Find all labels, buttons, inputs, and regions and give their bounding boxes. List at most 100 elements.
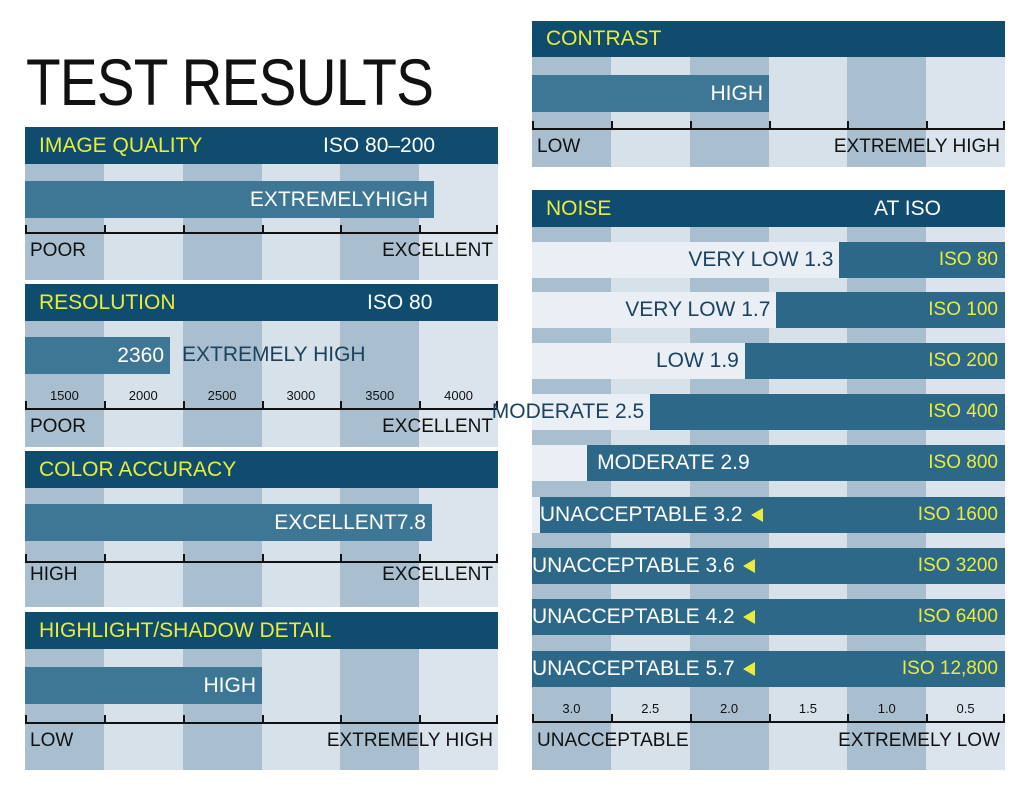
chart-5-category-label: ISO 80 bbox=[938, 249, 998, 270]
chart-3-axis-tick bbox=[340, 715, 343, 723]
chart-5-axis-tick bbox=[689, 714, 692, 722]
chart-3-header: HIGHLIGHT/SHADOW DETAIL bbox=[25, 612, 498, 649]
chart-0-axis-tick bbox=[340, 225, 343, 233]
chart-5-data-label: UNACCEPTABLE 3.6 bbox=[532, 554, 735, 577]
chart-2-scale-low: HIGH bbox=[30, 564, 78, 585]
chart-5-category-label: ISO 12,800 bbox=[901, 658, 998, 679]
chart-4-axis-tick bbox=[847, 121, 850, 129]
chart-3-axis-tick bbox=[419, 715, 422, 723]
chart-0-note: ISO 80–200 bbox=[323, 133, 436, 157]
chart-5-bar: ISO 200 bbox=[744, 343, 1005, 379]
chart-1-header: RESOLUTION ISO 80 bbox=[25, 284, 498, 321]
chart-0-axis-tick bbox=[25, 225, 27, 233]
chart-1-scale-high: EXCELLENT bbox=[382, 416, 493, 437]
chart-4-stripe bbox=[689, 57, 769, 167]
chart-4-scale-high: EXTREMELY HIGH bbox=[833, 136, 1000, 157]
chart-5-scale-low: UNACCEPTABLE bbox=[537, 730, 689, 751]
chart-5-data-label: MODERATE 2.5 bbox=[491, 400, 645, 423]
chart-2-axis-tick bbox=[261, 554, 264, 562]
chart-1-stripe bbox=[182, 321, 262, 447]
chart-3-axis-tick bbox=[103, 715, 106, 723]
chart-1-stripe bbox=[340, 321, 420, 447]
chart-5-category-label: ISO 400 bbox=[928, 401, 998, 422]
left-arrow-icon bbox=[742, 610, 755, 624]
chart-5-data-label: UNACCEPTABLE 3.2 bbox=[539, 503, 743, 526]
chart-0-scale-low: POOR bbox=[30, 240, 86, 261]
chart-5-title: NOISE bbox=[546, 196, 612, 220]
chart-3-value-bar: HIGH bbox=[25, 667, 262, 704]
chart-1-axis-tick bbox=[25, 401, 27, 409]
chart-1-note: ISO 80 bbox=[367, 290, 433, 314]
chart-1-tick-label: 3500 bbox=[365, 388, 395, 403]
chart-2-header: COLOR ACCURACY bbox=[25, 451, 498, 488]
chart-5-axis-tick bbox=[926, 714, 929, 722]
chart-4-axis-tick bbox=[689, 121, 692, 129]
chart-0-axis-tick bbox=[103, 225, 106, 233]
chart-5-data-label: UNACCEPTABLE 5.7 bbox=[532, 657, 735, 680]
chart-5-axis-tick bbox=[532, 714, 534, 722]
chart-5-bar: MODERATE 2.9 ISO 800 bbox=[587, 445, 1005, 481]
chart-2-scale-high: EXCELLENT bbox=[382, 564, 493, 585]
chart-5-scale-high: EXTREMELY LOW bbox=[838, 730, 1000, 751]
chart-5-axis-tick bbox=[847, 714, 850, 722]
chart-5-axis-tick bbox=[610, 714, 613, 722]
chart-3-axis-tick bbox=[25, 715, 27, 723]
chart-4-stripe bbox=[847, 57, 927, 167]
chart-5-bar: ISO 100 bbox=[776, 292, 1005, 328]
chart-5-category-label: ISO 100 bbox=[928, 299, 998, 320]
chart-1-axis-tick bbox=[496, 401, 498, 409]
chart-4-stripe bbox=[610, 57, 690, 167]
chart-0-title: IMAGE QUALITY bbox=[39, 133, 203, 157]
chart-1-tick-label: 4000 bbox=[444, 388, 474, 403]
chart-2-title: COLOR ACCURACY bbox=[39, 457, 237, 481]
chart-5-data-label: MODERATE 2.9 bbox=[597, 451, 750, 474]
chart-4-axis-tick bbox=[768, 121, 771, 129]
chart-1-value-bar: 2360 bbox=[25, 337, 170, 374]
chart-1-stripe bbox=[261, 321, 341, 447]
chart-4-stripe bbox=[926, 57, 1006, 167]
chart-2-axis-tick bbox=[182, 554, 185, 562]
chart-2-axis-tick bbox=[25, 554, 27, 562]
chart-5-bar: UNACCEPTABLE 4.2 ISO 6400 bbox=[532, 599, 1005, 635]
chart-5-note: AT ISO bbox=[874, 196, 941, 220]
chart-5-category-label: ISO 1600 bbox=[917, 504, 998, 525]
chart-1-axis-tick bbox=[261, 401, 264, 409]
left-arrow-icon bbox=[750, 508, 763, 522]
left-arrow-icon bbox=[742, 662, 755, 676]
chart-0-axis-tick bbox=[419, 225, 422, 233]
chart-5-category-label: ISO 800 bbox=[928, 452, 998, 473]
chart-1-axis-tick bbox=[419, 401, 422, 409]
chart-5-tick-label: 3.0 bbox=[562, 701, 581, 716]
chart-4-axis-tick bbox=[532, 121, 534, 129]
chart-3-stripe bbox=[340, 649, 420, 770]
chart-5-bar: ISO 80 bbox=[839, 242, 1005, 278]
chart-5-bar: UNACCEPTABLE 3.6 ISO 3200 bbox=[532, 548, 1005, 584]
chart-5-data-label: VERY LOW 1.3 bbox=[688, 248, 834, 271]
left-arrow-icon bbox=[742, 559, 755, 573]
chart-2-axis-tick bbox=[496, 554, 498, 562]
chart-5-data-label: LOW 1.9 bbox=[655, 349, 739, 372]
chart-0-header: IMAGE QUALITY ISO 80–200 bbox=[25, 127, 498, 164]
chart-1-axis-tick bbox=[103, 401, 106, 409]
chart-3-stripe bbox=[419, 649, 499, 770]
chart-5-tick-label: 1.5 bbox=[798, 701, 817, 716]
chart-4-scale-low: LOW bbox=[537, 136, 581, 157]
chart-4-stripe bbox=[768, 57, 848, 167]
chart-3-title: HIGHLIGHT/SHADOW DETAIL bbox=[39, 618, 332, 642]
chart-1-axis-tick bbox=[182, 401, 185, 409]
chart-5-data-label: VERY LOW 1.7 bbox=[625, 298, 771, 321]
chart-5-tick-label: 1.0 bbox=[877, 701, 896, 716]
chart-2-axis-tick bbox=[340, 554, 343, 562]
chart-1-title: RESOLUTION bbox=[39, 290, 176, 314]
chart-5-bar: UNACCEPTABLE 5.7 ISO 12,800 bbox=[532, 651, 1005, 687]
chart-1-value-label: EXTREMELY HIGH bbox=[182, 343, 366, 366]
chart-5-tick-label: 2.0 bbox=[720, 701, 739, 716]
chart-2-axis-tick bbox=[419, 554, 422, 562]
chart-5-header: NOISE AT ISO bbox=[532, 190, 1005, 227]
chart-4-value-bar: HIGH bbox=[532, 75, 769, 112]
chart-3-scale-low: LOW bbox=[30, 730, 74, 751]
chart-5-tick-label: 2.5 bbox=[641, 701, 660, 716]
chart-5-category-label: ISO 200 bbox=[928, 350, 998, 371]
chart-4-axis-line bbox=[532, 128, 1005, 130]
chart-4-header: CONTRAST bbox=[532, 21, 1005, 57]
